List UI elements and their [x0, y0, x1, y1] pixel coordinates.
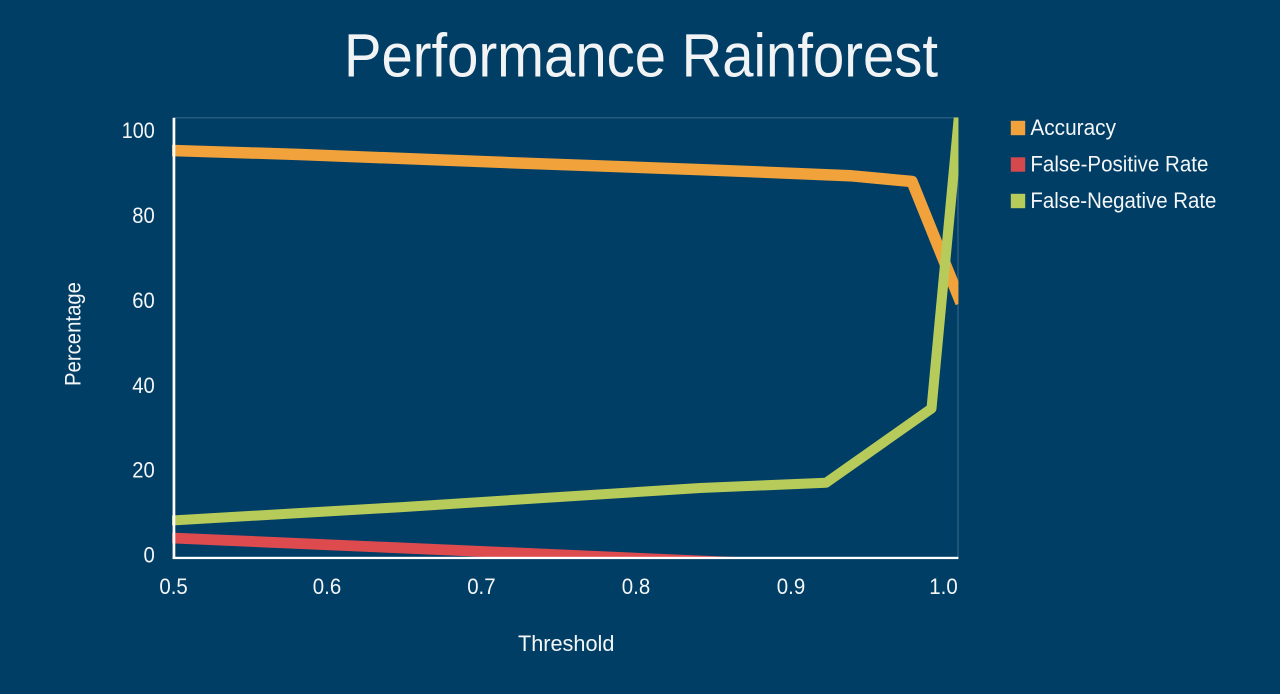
svg-text:Accuracy: Accuracy — [1030, 115, 1116, 140]
svg-text:1.0: 1.0 — [929, 574, 957, 599]
svg-text:False-Negative Rate: False-Negative Rate — [1030, 188, 1216, 213]
svg-text:0.5: 0.5 — [159, 574, 187, 599]
svg-text:20: 20 — [132, 458, 155, 483]
svg-text:80: 80 — [132, 203, 155, 228]
svg-text:100: 100 — [122, 118, 155, 143]
svg-text:0: 0 — [144, 543, 155, 568]
svg-text:Threshold: Threshold — [518, 631, 615, 656]
svg-text:0.7: 0.7 — [467, 574, 495, 599]
svg-text:60: 60 — [132, 288, 155, 313]
svg-text:Performance Rainforest: Performance Rainforest — [344, 22, 938, 90]
svg-text:Percentage: Percentage — [61, 282, 86, 386]
svg-text:40: 40 — [132, 373, 155, 398]
svg-text:0.8: 0.8 — [622, 574, 650, 599]
svg-text:0.6: 0.6 — [313, 574, 341, 599]
svg-text:False-Positive Rate: False-Positive Rate — [1030, 151, 1208, 176]
svg-text:0.9: 0.9 — [777, 574, 805, 599]
